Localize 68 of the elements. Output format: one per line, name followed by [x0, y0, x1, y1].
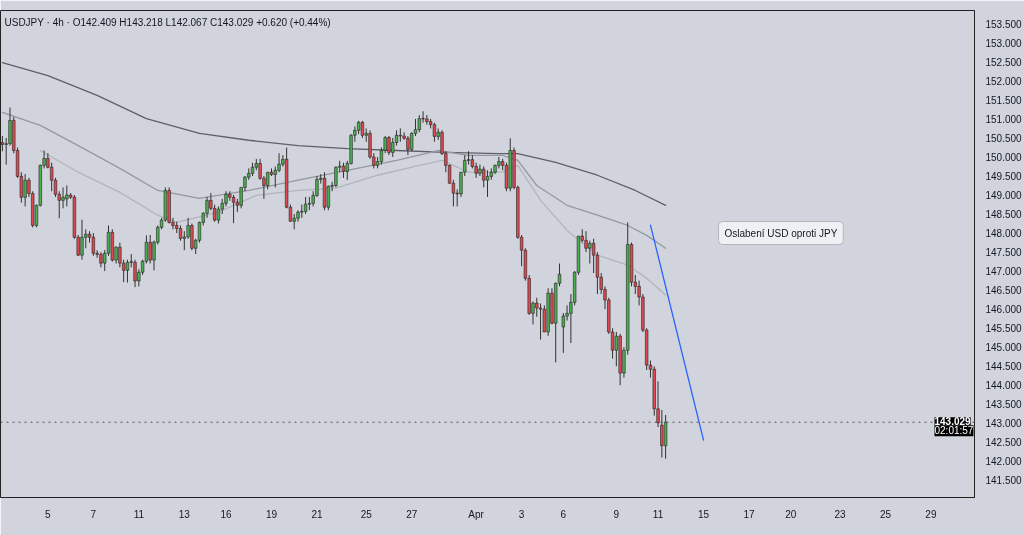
y-tick-label: 142.500 [985, 437, 1023, 449]
candlestick [664, 414, 668, 460]
y-tick-label: 153.500 [985, 18, 1023, 30]
x-tick-label: 27 [406, 508, 418, 520]
candlestick [398, 127, 402, 143]
x-tick-label: 17 [743, 508, 755, 520]
y-tick-label: 150.500 [985, 132, 1023, 144]
x-tick-label: 19 [265, 508, 278, 520]
x-tick-label: 5 [45, 508, 52, 520]
y-tick-label: 149.000 [985, 190, 1023, 202]
x-tick-label: 20 [785, 508, 797, 520]
y-tick-label: 151.000 [985, 113, 1023, 125]
x-tick-label: 25 [360, 508, 373, 520]
y-tick-label: 148.500 [985, 209, 1023, 221]
line-series [1, 111, 667, 249]
y-tick-label: 141.500 [985, 475, 1023, 487]
x-tick-label: 11 [133, 508, 145, 520]
candlestick [148, 234, 152, 265]
x-tick-label: 9 [613, 508, 620, 520]
x-tick-label: 13 [178, 508, 191, 520]
candlestick [80, 219, 84, 261]
y-tick-label: 152.000 [985, 75, 1023, 87]
candlestick [387, 135, 391, 156]
y-tick-label: 151.500 [985, 94, 1023, 106]
y-tick-label: 143.500 [985, 399, 1023, 411]
candlestick [478, 164, 482, 177]
y-tick-label: 142.000 [985, 456, 1023, 468]
y-tick-label: 145.500 [985, 323, 1023, 335]
text: USDJPY · 4h · O142.409 H143.218 L142.067 C143.029 +0.620 (+0.44%) [4, 16, 331, 28]
x-tick-label: 25 [879, 508, 892, 520]
candlestick [406, 135, 410, 156]
x-tick-label: 3 [518, 508, 525, 520]
y-tick-label: 146.500 [985, 285, 1023, 297]
candlestick [334, 165, 338, 188]
y-tick-label: 147.500 [985, 247, 1023, 259]
line-series [39, 149, 667, 296]
candlestick [125, 259, 130, 284]
x-tick-label: 7 [90, 508, 97, 520]
y-tick-label: 152.500 [985, 56, 1023, 68]
x-tick-label: Apr [468, 508, 485, 520]
y-tick-label: 143.000 [985, 418, 1023, 430]
y-tick-label: 148.000 [985, 228, 1023, 240]
candlestick [538, 302, 543, 341]
x-tick-label: 29 [925, 508, 937, 520]
y-tick-label: 149.500 [985, 171, 1023, 182]
x-tick-label: 6 [560, 508, 567, 520]
x-tick-label: 16 [220, 508, 232, 520]
x-tick-label: 21 [311, 508, 323, 520]
x-tick-label: 11 [652, 508, 664, 520]
y-tick-label: 144.000 [985, 380, 1023, 392]
annotation: 02:01:57 [934, 425, 974, 437]
ref-line-label: 143.029 [934, 416, 972, 428]
candlestick [425, 114, 429, 126]
y-tick-label: 146.000 [985, 304, 1023, 316]
x-tick-label: 15 [697, 508, 710, 520]
candlestick [497, 156, 501, 169]
y-tick-label: 145.000 [985, 342, 1023, 354]
candlestick [23, 173, 27, 207]
y-tick-label: 153.000 [985, 37, 1023, 49]
y-tick-label: 144.500 [985, 361, 1023, 373]
candlestick [65, 185, 69, 207]
candlestick [61, 186, 65, 209]
candlestick [588, 240, 592, 265]
annotation: Oslabení USD oproti JPY [724, 227, 838, 239]
y-tick-label: 150.000 [985, 151, 1023, 163]
x-tick-label: 23 [834, 508, 846, 520]
y-tick-label: 147.000 [985, 266, 1023, 278]
line-series [1, 61, 667, 206]
